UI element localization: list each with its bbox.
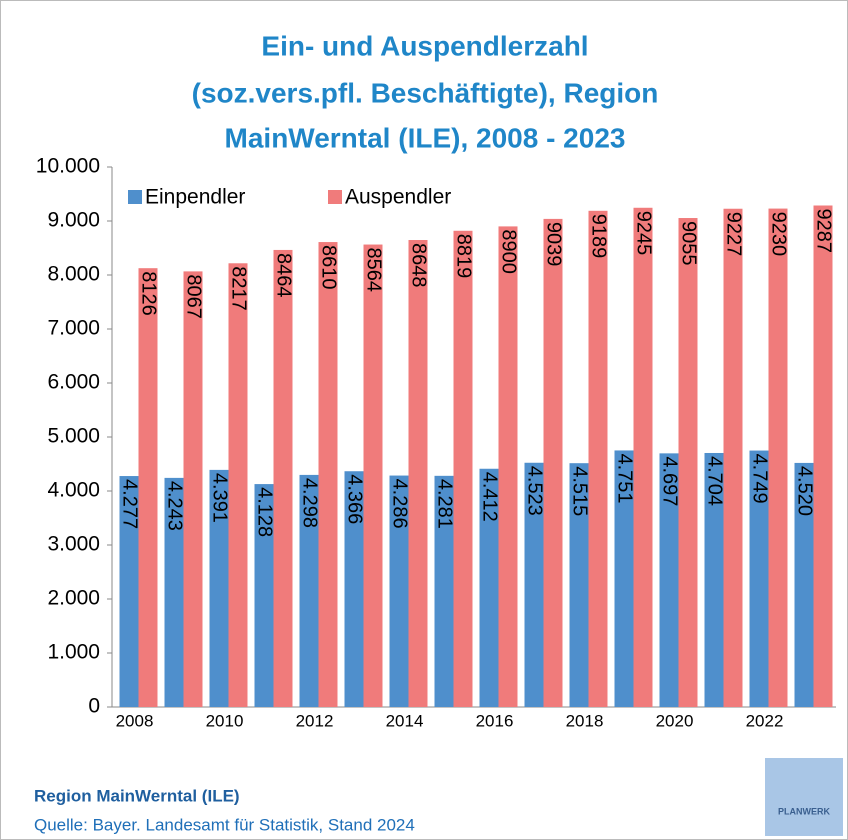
y-tick-label: 6.000: [47, 371, 100, 394]
value-label: 8610: [318, 245, 340, 290]
bar: [119, 476, 139, 707]
bar: [318, 242, 338, 707]
bar: [588, 210, 608, 707]
x-tick-label: 2012: [296, 711, 334, 730]
bar: [794, 462, 814, 707]
y-tick-label: 4.000: [47, 479, 100, 502]
legend-swatch: [328, 190, 342, 204]
bar: [299, 474, 319, 707]
legend-swatch: [128, 190, 142, 204]
x-tick-label: 2016: [476, 711, 514, 730]
bar: [479, 468, 499, 707]
x-tick-label: 2018: [566, 711, 604, 730]
bar: [813, 205, 833, 707]
value-label: 8126: [138, 271, 160, 316]
bar: [228, 263, 248, 707]
value-label: 9189: [588, 214, 610, 259]
legend-label: Auspendler: [345, 186, 451, 209]
value-label: 4.697: [659, 456, 681, 506]
y-tick-label: 5.000: [47, 425, 100, 448]
value-label: 4.515: [569, 466, 591, 516]
bar: [164, 477, 184, 707]
bar: [344, 471, 364, 707]
value-label: 4.523: [524, 466, 546, 516]
source-note: Quelle: Bayer. Landesamt für Statistik, …: [34, 815, 415, 834]
bar: [524, 462, 544, 707]
y-tick-label: 7.000: [47, 317, 100, 340]
bar: [183, 271, 203, 707]
value-label: 8067: [183, 274, 205, 319]
x-tick-label: 2022: [746, 711, 784, 730]
value-label: 4.366: [344, 474, 366, 524]
bar: [138, 268, 158, 707]
bar: [254, 484, 274, 707]
value-label: 4.243: [164, 481, 186, 531]
bar: [723, 208, 743, 707]
y-tick-label: 10.000: [36, 155, 100, 178]
chart-title: Ein- und Auspendlerzahl: [261, 30, 588, 61]
x-tick-label: 2020: [656, 711, 694, 730]
y-tick-label: 3.000: [47, 533, 100, 556]
value-label: 4.298: [299, 478, 321, 528]
y-tick-label: 8.000: [47, 263, 100, 286]
bar: [363, 244, 383, 707]
bar: [704, 452, 724, 707]
bar: [659, 453, 679, 707]
value-label: 9245: [633, 211, 655, 256]
bar: [408, 240, 428, 707]
value-label: 8564: [363, 248, 385, 293]
bar: [543, 218, 563, 708]
value-label: 9227: [723, 212, 745, 257]
bar: [569, 463, 589, 707]
bar: [768, 208, 788, 707]
x-tick-label: 2008: [116, 711, 154, 730]
value-label: 4.704: [704, 456, 726, 506]
value-label: 8819: [453, 234, 475, 278]
bar: [453, 230, 473, 708]
value-label: 8900: [498, 229, 520, 274]
value-label: 9230: [768, 212, 790, 257]
value-label: 4.391: [209, 473, 231, 523]
y-tick-label: 0: [88, 695, 100, 718]
chart-title: MainWerntal (ILE), 2008 - 2023: [225, 122, 626, 153]
bar: [678, 218, 698, 707]
value-label: 8464: [273, 253, 295, 298]
bar: [614, 450, 634, 707]
value-label: 4.277: [119, 479, 141, 529]
value-label: 4.281: [434, 479, 456, 529]
bar: [633, 207, 653, 707]
legend-label: Einpendler: [145, 186, 245, 209]
value-label: 4.749: [749, 454, 771, 504]
bar: [434, 475, 454, 707]
bar: [389, 475, 409, 707]
y-tick-label: 9.000: [47, 209, 100, 232]
y-tick-label: 2.000: [47, 587, 100, 610]
bar: [273, 249, 293, 707]
value-label: 9287: [813, 209, 835, 254]
chart-title: (soz.vers.pfl. Beschäftigte), Region: [192, 77, 659, 108]
y-tick-label: 1.000: [47, 641, 100, 664]
value-label: 8648: [408, 243, 430, 288]
value-label: 8217: [228, 266, 250, 311]
value-label: 4.128: [254, 487, 276, 537]
logo: PLANWERK: [778, 806, 830, 816]
bar: [498, 226, 518, 707]
value-label: 9039: [543, 222, 565, 266]
bar: [209, 469, 229, 707]
region-label: Region MainWerntal (ILE): [34, 786, 240, 805]
value-label: 4.751: [614, 453, 636, 503]
x-tick-label: 2010: [206, 711, 244, 730]
value-label: 4.286: [389, 479, 411, 529]
logo-box: [765, 758, 843, 836]
x-tick-label: 2014: [386, 711, 424, 730]
value-label: 4.412: [479, 472, 501, 522]
value-label: 4.520: [794, 466, 816, 516]
bar: [749, 450, 769, 707]
value-label: 9055: [678, 221, 700, 266]
